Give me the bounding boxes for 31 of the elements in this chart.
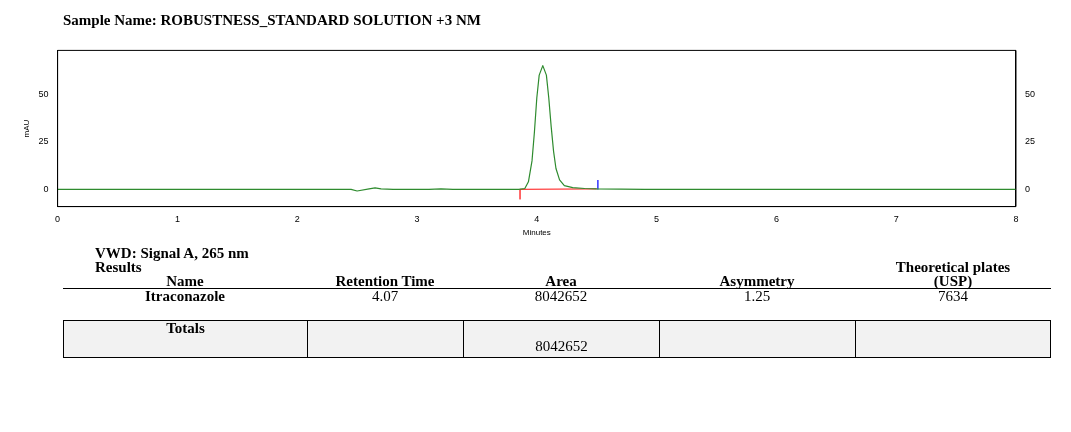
x-axis-title: Minutes	[522, 228, 551, 238]
text: 1.25	[742, 288, 772, 304]
x-tick-label: 3	[414, 214, 420, 225]
text: VWD: Signal A, 265 nm Results	[94, 245, 250, 275]
x-tick-label: 8	[1013, 214, 1019, 225]
text: 8042652	[533, 288, 589, 304]
x-tick-label: 1	[174, 214, 180, 225]
text: 7634	[937, 288, 969, 304]
x-tick-label: 2	[294, 214, 300, 225]
text: Area	[544, 273, 578, 289]
y-tick-label: 0	[43, 183, 49, 194]
x-tick-label: 0	[55, 214, 61, 225]
text: Retention Time	[334, 273, 436, 289]
text: Theoretical plates (USP)	[894, 259, 1012, 289]
x-tick-label: 6	[773, 214, 779, 225]
y-axis-title: mAU	[22, 119, 31, 138]
x-tick-label: 5	[654, 214, 660, 225]
y-tick-label: 25	[38, 136, 49, 147]
chart-title: Sample Name: ROBUSTNESS_STANDARD SOLUTION +3 NM	[62, 11, 482, 30]
text: Name	[165, 273, 205, 289]
text: Asymmetry	[718, 273, 796, 289]
text: 8042652	[464, 321, 660, 357]
y2-tick-label: 25	[1024, 136, 1035, 147]
y2-tick-label: 0	[1024, 183, 1030, 194]
x-tick-label: 4	[534, 214, 540, 225]
text: Totals	[64, 320, 308, 357]
text: Itraconazole	[144, 288, 226, 304]
y-tick-label: 50	[38, 88, 49, 99]
y2-tick-label: 50	[1024, 88, 1035, 99]
text: 4.07	[370, 288, 400, 304]
x-tick-label: 7	[893, 214, 899, 225]
